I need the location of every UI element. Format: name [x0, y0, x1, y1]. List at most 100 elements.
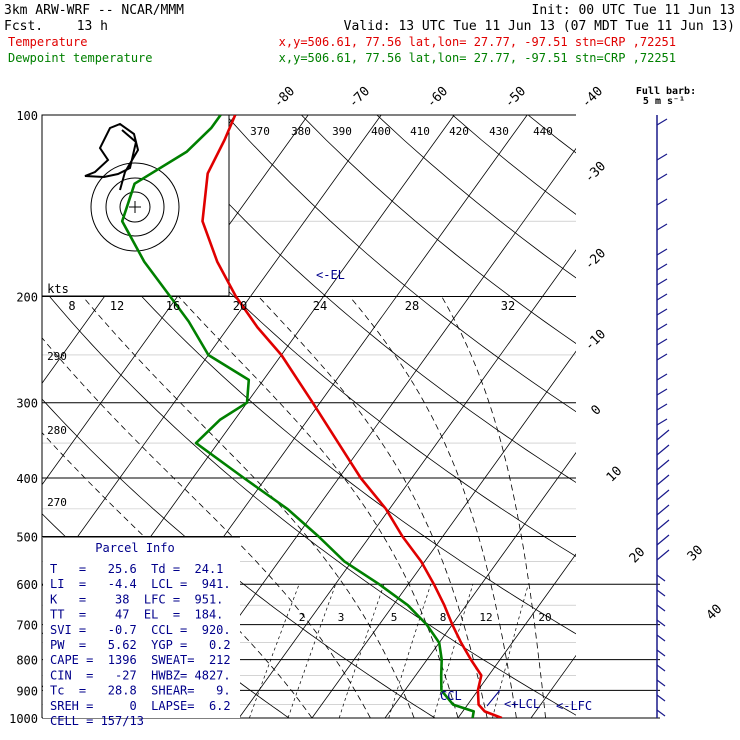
temperature-tick-30: 30 — [685, 543, 707, 565]
theta-label-430: 430 — [489, 125, 509, 138]
wind-barb-25 — [656, 549, 670, 561]
temperature-tick-0: 0 — [588, 402, 604, 418]
isotherm--10 — [238, 249, 576, 718]
pressure-label-800: 800 — [16, 654, 38, 668]
hodograph-ring-label-5: 24 — [313, 299, 327, 313]
theta-left-label-280: 280 — [47, 424, 67, 437]
wind-barb-16 — [656, 418, 668, 426]
hodograph-trace — [84, 122, 140, 191]
pressure-label-600: 600 — [16, 578, 38, 592]
wind-barb-24 — [656, 534, 670, 546]
wind-barb-1 — [656, 153, 668, 161]
mixing-ratio-line-5 — [338, 584, 385, 718]
theta-label-380: 380 — [291, 125, 311, 138]
wind-barb-11 — [656, 338, 668, 346]
pressure-label-200: 200 — [16, 291, 38, 305]
hodograph-ring-0 — [119, 191, 151, 223]
model-title: 3km ARW-WRF -- NCAR/MMM — [4, 3, 184, 18]
wind-barb-29 — [656, 619, 666, 627]
dewpoint-location: x,y=506.61, 77.56 lat,lon= 27.77, -97.51… — [279, 51, 676, 65]
theta-label-390: 390 — [332, 125, 352, 138]
temperature-tick--20: -20 — [582, 246, 609, 273]
init-time: Init: 00 UTC Tue 11 Jun 13 — [532, 3, 736, 18]
temperature-tick--40: -40 — [579, 84, 606, 111]
moist-adiabat-32 — [441, 296, 546, 718]
barb-key-label: Full barb: — [636, 86, 696, 97]
theta-label-420: 420 — [449, 125, 469, 138]
temperature-tick-40: 40 — [704, 602, 726, 624]
parcel-line-0: T = 25.6 Td = 24.1 — [50, 562, 223, 576]
theta-left-label-290: 290 — [47, 350, 67, 363]
temperature-tick--80: -80 — [271, 84, 298, 111]
wind-barb-5 — [656, 248, 668, 256]
hodograph-ring-label-6: 28 — [405, 299, 419, 313]
ccl-marker: CCL — [440, 689, 462, 703]
wind-barb-21 — [656, 489, 670, 501]
temperature-tick--60: -60 — [424, 84, 451, 111]
dry-adiabat-390 — [225, 115, 576, 413]
mixing-ratio-label-20: 20 — [538, 611, 551, 624]
parcel-line-1: LI = -4.4 LCL = 941. — [50, 577, 231, 591]
isotherm-30 — [530, 654, 576, 718]
hodograph-ring-label-0: kts — [47, 282, 69, 296]
theta-label-410: 410 — [410, 125, 430, 138]
mixing-ratio-label-8: 8 — [440, 611, 447, 624]
wind-barb-34 — [656, 694, 666, 702]
wind-barb-8 — [656, 293, 668, 301]
temperature-legend: Temperature — [8, 35, 87, 49]
mixing-ratio-label-5: 5 — [391, 611, 398, 624]
pressure-label-900: 900 — [16, 684, 38, 698]
wind-barb-19 — [656, 459, 670, 471]
wind-barb-28 — [656, 604, 666, 612]
temperature-tick-10: 10 — [604, 464, 626, 486]
wind-barb-30 — [656, 634, 666, 642]
temperature-tick--10: -10 — [582, 327, 609, 354]
mixing-ratio-label-12: 12 — [479, 611, 492, 624]
hodograph-ring-label-2: 12 — [110, 299, 124, 313]
dry-adiabat-410 — [301, 115, 576, 345]
isotherm-20 — [457, 553, 576, 718]
wind-barb-9 — [656, 308, 668, 316]
wind-barb-7 — [656, 278, 668, 286]
pressure-label-1000: 1000 — [9, 712, 38, 726]
wind-barb-14 — [656, 388, 668, 396]
wind-barb-12 — [656, 353, 668, 361]
wind-barb-26 — [656, 574, 666, 582]
dry-adiabat-310 — [42, 286, 576, 716]
temperature-tick--30: -30 — [582, 159, 609, 186]
barb-key-units: 5 m s⁻¹ — [643, 96, 685, 107]
wind-barb-35 — [656, 709, 666, 717]
hodograph-ring-label-7: 32 — [501, 299, 515, 313]
dry-adiabat-230 — [0, 115, 11, 731]
dry-adiabat-430 — [376, 115, 576, 279]
pressure-label-300: 300 — [16, 397, 38, 411]
temperature-location: x,y=506.61, 77.56 lat,lon= 27.77, -97.51… — [279, 35, 676, 49]
el-marker: <-EL — [316, 268, 345, 282]
parcel-line-9: SREH = 0 LAPSE= 6.2 — [50, 699, 231, 713]
moist-adiabat-28 — [349, 296, 517, 718]
mixing-ratio-line-2 — [249, 584, 300, 718]
wind-barb-32 — [656, 664, 666, 672]
parcel-marker-line — [486, 689, 501, 707]
wind-barb-2 — [656, 173, 668, 181]
wind-barb-20 — [656, 474, 670, 486]
theta-label-400: 400 — [371, 125, 391, 138]
isotherm-40 — [604, 115, 740, 718]
isotherm--50 — [42, 115, 382, 587]
wind-barb-17 — [656, 429, 670, 441]
hodograph-ring-label-3: 16 — [166, 299, 180, 313]
isotherm--60 — [42, 115, 309, 486]
parcel-line-10: CELL = 157/13 — [50, 714, 144, 728]
dry-adiabat-370 — [149, 115, 576, 483]
mixing-ratio-line-8 — [388, 584, 432, 718]
wind-barb-13 — [656, 373, 668, 381]
dry-adiabat-470 — [527, 115, 576, 154]
moist-adiabat-24 — [258, 296, 488, 718]
mixing-ratio-line-3 — [287, 584, 337, 718]
hodograph-ring-label-4: 20 — [233, 299, 247, 313]
dewpoint-profile — [120, 115, 475, 718]
wind-barb-15 — [656, 403, 668, 411]
parcel-line-3: TT = 47 EL = 184. — [50, 608, 223, 622]
temperature-tick--50: -50 — [502, 84, 529, 111]
wind-barb-22 — [656, 504, 670, 516]
